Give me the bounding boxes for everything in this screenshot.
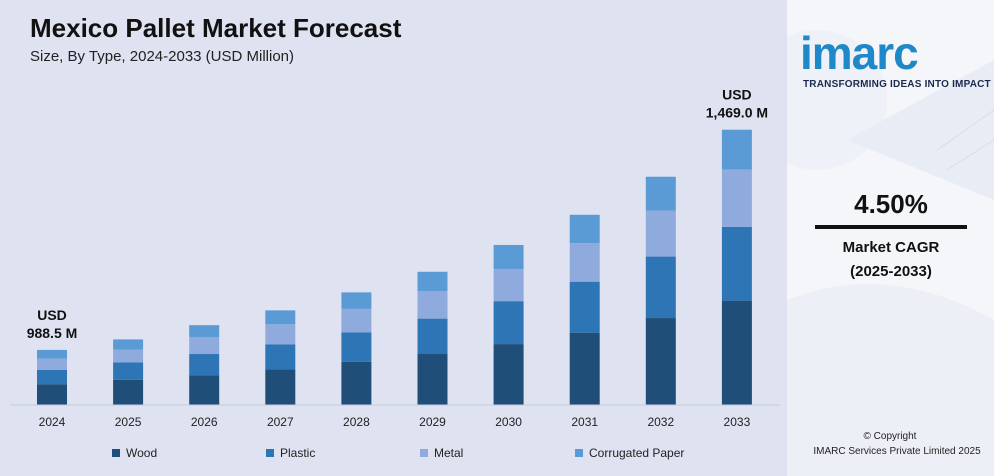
- chart-title: Mexico Pallet Market Forecast: [30, 13, 402, 43]
- x-tick-label: 2026: [191, 415, 218, 429]
- x-tick-label: 2025: [115, 415, 142, 429]
- x-tick-label: 2028: [343, 415, 370, 429]
- bar-segment-wood-2029: [417, 354, 448, 405]
- bar-segment-corrugated-paper-2024: [37, 349, 67, 359]
- bar-segment-plastic-2027: [265, 344, 296, 370]
- bar-segment-wood-2024: [37, 384, 67, 405]
- bar-segment-plastic-2032: [645, 256, 676, 319]
- legend-item-metal: Metal: [420, 446, 463, 460]
- bar-segment-metal-2025: [113, 349, 144, 363]
- bar-segment-metal-2033: [721, 169, 752, 227]
- x-tick-label: 2030: [495, 415, 522, 429]
- stacked-bar-chart: 2024 USD 988.5 M 2025 2026 2027 2028 2029 2030 20…: [10, 87, 780, 429]
- legend-label: Corrugated Paper: [589, 446, 685, 460]
- bar-segment-corrugated-paper-2025: [113, 339, 144, 350]
- bar-segment-plastic-2033: [721, 226, 752, 301]
- bar-segment-corrugated-paper-2029: [417, 271, 448, 292]
- bar-segment-plastic-2029: [417, 318, 448, 355]
- value-annotation: USD: [37, 307, 67, 323]
- x-tick-label: 2027: [267, 415, 294, 429]
- bar-segment-wood-2033: [721, 300, 752, 405]
- x-tick-label: 2033: [724, 415, 751, 429]
- bar-segment-plastic-2028: [341, 332, 372, 362]
- cagr-label: Market CAGR: [842, 239, 940, 256]
- value-annotation: 988.5 M: [27, 325, 78, 341]
- bar-segment-wood-2028: [341, 361, 372, 405]
- x-tick-label: 2024: [39, 415, 66, 429]
- bar-segment-metal-2027: [265, 324, 296, 345]
- imarc-logo: imarc: [800, 30, 990, 90]
- legend-label: Metal: [434, 446, 464, 460]
- bar-segment-metal-2024: [37, 358, 67, 370]
- legend-label: Plastic: [280, 446, 316, 460]
- bar-segment-wood-2025: [113, 379, 144, 405]
- legend-swatch: [420, 449, 428, 457]
- bar-segment-corrugated-paper-2026: [189, 325, 220, 337]
- bar-segment-plastic-2024: [37, 369, 67, 385]
- bar-segment-corrugated-paper-2032: [645, 176, 676, 211]
- cagr-period: (2025-2033): [850, 263, 932, 280]
- bar-segment-plastic-2030: [493, 301, 524, 345]
- company-text: IMARC Services Private Limited 2025: [813, 446, 981, 457]
- bar-segment-metal-2031: [569, 243, 600, 282]
- bar-segment-wood-2026: [189, 375, 220, 405]
- bar-segment-plastic-2031: [569, 281, 600, 333]
- cagr-value: 4.50%: [854, 189, 928, 219]
- legend-swatch: [112, 449, 120, 457]
- x-tick-label: 2031: [571, 415, 598, 429]
- bar-segment-plastic-2026: [189, 354, 220, 376]
- brand-tagline: TRANSFORMING IDEAS INTO IMPACT: [803, 79, 991, 90]
- bar-segment-metal-2030: [493, 268, 524, 302]
- bar-segment-wood-2032: [645, 318, 676, 405]
- copyright-text: © Copyright: [863, 431, 917, 442]
- bar-segment-wood-2030: [493, 344, 524, 405]
- chart-subtitle: Size, By Type, 2024-2033 (USD Million): [30, 48, 295, 65]
- bar-segment-corrugated-paper-2027: [265, 310, 296, 325]
- side-decoration: [787, 30, 994, 476]
- bar-segment-wood-2031: [569, 332, 600, 405]
- chart-legend: Wood Plastic Metal Corrugated Paper: [0, 446, 787, 462]
- bar-segment-metal-2028: [341, 308, 372, 333]
- bar-segment-plastic-2025: [113, 362, 144, 380]
- bar-segment-metal-2029: [417, 291, 448, 319]
- legend-swatch: [575, 449, 583, 457]
- legend-item-corrugated-paper: Corrugated Paper: [575, 446, 684, 460]
- legend-item-wood: Wood: [112, 446, 157, 460]
- bar-segment-corrugated-paper-2031: [569, 214, 600, 244]
- legend-swatch: [266, 449, 274, 457]
- x-tick-label: 2032: [647, 415, 674, 429]
- legend-label: Wood: [126, 446, 158, 460]
- side-panel: [787, 0, 994, 476]
- value-annotation: 1,469.0 M: [706, 105, 768, 121]
- value-annotation: USD: [722, 87, 752, 103]
- bar-segment-corrugated-paper-2033: [721, 129, 752, 170]
- bar-segment-corrugated-paper-2028: [341, 292, 372, 309]
- bar-segment-wood-2027: [265, 369, 296, 405]
- cagr-divider: [815, 225, 967, 229]
- x-tick-label: 2029: [419, 415, 446, 429]
- logo-text: imarc: [800, 27, 919, 79]
- legend-item-plastic: Plastic: [266, 446, 315, 460]
- bar-segment-metal-2026: [189, 336, 220, 355]
- bar-segment-corrugated-paper-2030: [493, 244, 524, 269]
- bar-segment-metal-2032: [645, 210, 676, 257]
